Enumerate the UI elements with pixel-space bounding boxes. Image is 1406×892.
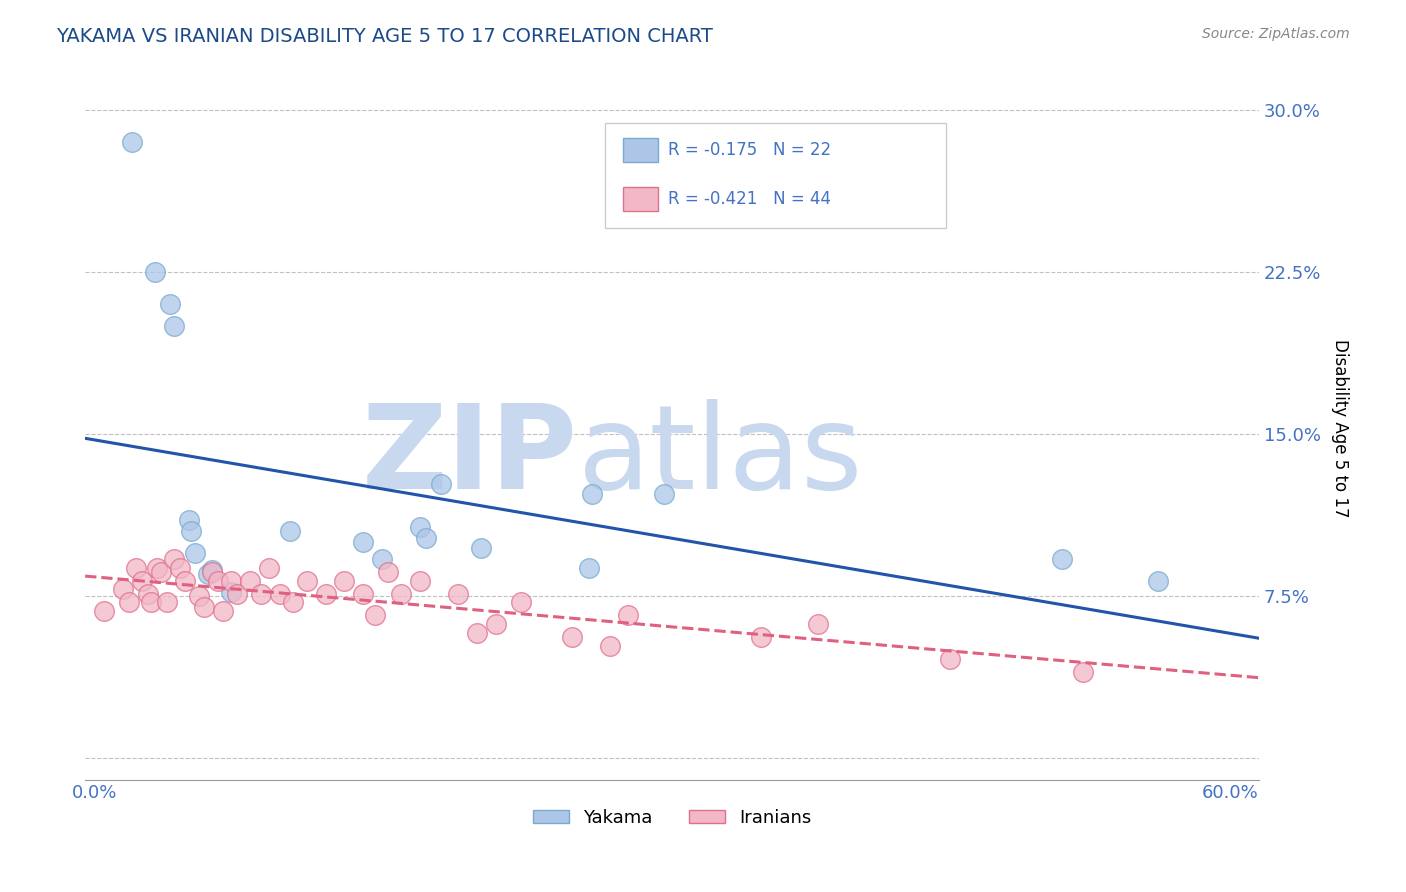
Point (283, 595, 305, 609)
Point (315, 587, 337, 601)
Text: atlas: atlas (578, 399, 863, 514)
Point (131, 574, 153, 588)
Point (187, 589, 209, 603)
Point (141, 595, 163, 609)
Point (219, 584, 242, 599)
Point (269, 587, 291, 601)
Point (409, 574, 432, 588)
Point (389, 587, 412, 601)
Point (257, 561, 280, 575)
Point (118, 595, 141, 609)
Text: YAKAMA VS IRANIAN DISABILITY AGE 5 TO 17 CORRELATION CHART: YAKAMA VS IRANIAN DISABILITY AGE 5 TO 17… (56, 27, 713, 45)
Point (447, 587, 470, 601)
Point (239, 574, 262, 588)
Point (465, 625, 488, 640)
Point (578, 561, 600, 575)
Text: R = -0.421   N = 44: R = -0.421 N = 44 (668, 190, 831, 208)
Point (136, 587, 159, 601)
Point (174, 574, 197, 588)
Point (225, 587, 247, 601)
Point (561, 630, 583, 644)
Point (430, 476, 453, 491)
Point (1071, 665, 1094, 679)
Point (352, 535, 374, 549)
Point (93, 604, 115, 618)
Point (509, 595, 531, 609)
Point (749, 630, 772, 644)
Point (121, 135, 143, 149)
Point (599, 639, 621, 653)
Y-axis label: Disability Age 5 to 17: Disability Age 5 to 17 (1331, 339, 1348, 517)
Point (184, 546, 207, 560)
Point (352, 587, 374, 601)
Point (149, 565, 172, 579)
Point (163, 318, 186, 333)
Point (169, 561, 191, 575)
Point (364, 608, 387, 623)
Legend: Yakama, Iranians: Yakama, Iranians (526, 801, 818, 834)
Point (333, 574, 356, 588)
Point (415, 531, 437, 545)
Point (146, 561, 169, 575)
Point (377, 565, 399, 579)
Point (807, 617, 830, 632)
Point (371, 552, 394, 566)
Point (485, 617, 508, 632)
Point (939, 651, 962, 665)
Point (111, 582, 134, 597)
Text: R = -0.175   N = 22: R = -0.175 N = 22 (668, 141, 831, 159)
Point (295, 574, 318, 588)
Point (125, 561, 148, 575)
Text: ZIP: ZIP (363, 399, 578, 514)
Point (179, 513, 201, 527)
Point (617, 608, 640, 623)
Point (219, 574, 242, 588)
Text: Source: ZipAtlas.com: Source: ZipAtlas.com (1202, 27, 1350, 41)
Point (212, 604, 235, 618)
Point (163, 552, 186, 566)
Point (201, 565, 224, 579)
Point (155, 595, 177, 609)
Point (201, 563, 224, 577)
Point (1147, 574, 1170, 588)
Point (409, 520, 432, 534)
Point (143, 265, 166, 279)
Point (654, 487, 676, 501)
Point (159, 297, 181, 311)
Point (278, 524, 301, 538)
Point (197, 567, 219, 582)
Point (470, 541, 492, 556)
Point (581, 487, 603, 501)
Point (193, 599, 215, 614)
Point (180, 524, 202, 538)
Point (1050, 552, 1073, 566)
Point (250, 587, 273, 601)
Point (207, 574, 229, 588)
